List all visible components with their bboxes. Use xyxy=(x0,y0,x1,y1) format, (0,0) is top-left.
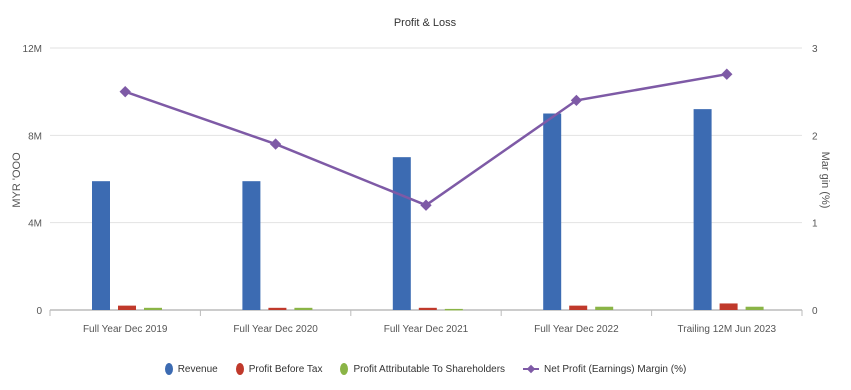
y2-tick-label: 1 xyxy=(812,219,818,230)
bar-profit-attributable-to-shareholders[interactable] xyxy=(595,306,614,310)
legend-swatch-profit-attributable xyxy=(340,363,349,375)
legend-label: Profit Attributable To Shareholders xyxy=(353,363,506,375)
bar-revenue[interactable] xyxy=(92,181,110,310)
bar-profit-before-tax[interactable] xyxy=(268,307,287,310)
bar-revenue[interactable] xyxy=(543,113,562,311)
margin-point[interactable] xyxy=(721,68,733,80)
x-tick-label: Full Year Dec 2019 xyxy=(83,324,168,335)
y2-tick-label: 0 xyxy=(812,306,818,317)
bar-profit-before-tax[interactable] xyxy=(569,305,588,310)
x-tick-label: Full Year Dec 2020 xyxy=(233,324,318,335)
legend-swatch-profit-before-tax xyxy=(235,363,244,375)
bar-profit-attributable-to-shareholders[interactable] xyxy=(294,307,313,310)
grid-lines xyxy=(50,47,802,311)
x-tick-label: Full Year Dec 2021 xyxy=(384,324,469,335)
y2-axis-label: Mar gin (%) xyxy=(819,152,831,209)
y-axis-right: 0 1 2 3 xyxy=(812,44,818,317)
margin-point[interactable] xyxy=(420,199,432,211)
legend: Revenue Profit Before Tax Profit Attribu… xyxy=(0,363,851,375)
bar-profit-attributable-to-shareholders[interactable] xyxy=(444,308,463,311)
legend-item-net-margin[interactable]: Net Profit (Earnings) Margin (%) xyxy=(523,363,686,375)
margin-point[interactable] xyxy=(269,138,282,150)
line-series xyxy=(119,68,733,211)
y2-tick-label: 3 xyxy=(812,44,818,55)
y-tick-label: 12M xyxy=(23,44,42,55)
legend-item-profit-before-tax[interactable]: Profit Before Tax xyxy=(235,363,323,375)
y-axis-label: MYR 'OOO xyxy=(11,152,23,208)
legend-swatch-net-margin xyxy=(523,364,540,374)
bar-profit-attributable-to-shareholders[interactable] xyxy=(745,306,764,310)
legend-label: Revenue xyxy=(177,363,218,375)
x-tick-label: Full Year Dec 2022 xyxy=(534,324,619,335)
y-axis-left: 0 4M 8M 12M xyxy=(23,44,43,317)
legend-swatch-revenue xyxy=(164,363,173,375)
margin-point[interactable] xyxy=(119,86,131,98)
bar-revenue[interactable] xyxy=(693,109,712,310)
legend-label: Profit Before Tax xyxy=(248,363,323,375)
y-tick-label: 8M xyxy=(28,131,42,142)
bar-series xyxy=(92,109,764,311)
bar-profit-before-tax[interactable] xyxy=(719,303,738,310)
x-tick-label: Trailing 12M Jun 2023 xyxy=(678,324,777,335)
legend-item-profit-attributable[interactable]: Profit Attributable To Shareholders xyxy=(340,363,505,375)
bar-revenue[interactable] xyxy=(392,157,411,310)
bar-profit-attributable-to-shareholders[interactable] xyxy=(144,307,162,310)
legend-label: Net Profit (Earnings) Margin (%) xyxy=(544,363,687,375)
bar-profit-before-tax[interactable] xyxy=(418,307,437,310)
y-tick-label: 4M xyxy=(28,219,42,230)
legend-item-revenue[interactable]: Revenue xyxy=(164,363,218,375)
y2-tick-label: 2 xyxy=(812,131,818,142)
bar-revenue[interactable] xyxy=(242,181,261,310)
y-tick-label: 0 xyxy=(36,306,42,317)
margin-line xyxy=(124,72,728,207)
chart-canvas: Profit & Loss 0 4M 8M 12M 0 1 2 3 MYR 'OOO Mar… xyxy=(11,17,831,335)
chart-title: Profit & Loss xyxy=(394,17,457,29)
bar-profit-before-tax[interactable] xyxy=(118,305,136,310)
x-axis: Full Year Dec 2019 Full Year Dec 2020 Full… xyxy=(49,310,803,335)
